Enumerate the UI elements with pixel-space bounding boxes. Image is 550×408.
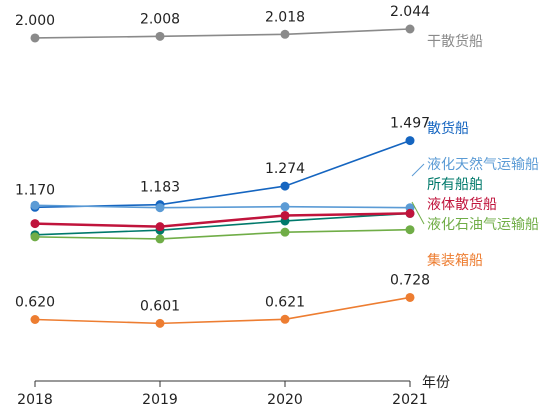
- data-point: [30, 314, 40, 324]
- data-point: [30, 219, 40, 229]
- series-lpg_carrier: [30, 225, 415, 244]
- data-point: [280, 181, 290, 191]
- data-point: [30, 200, 40, 210]
- series-line: [34, 212, 411, 228]
- x-tick-label: 2019: [142, 392, 178, 408]
- data-point: [155, 31, 165, 41]
- x-axis: 年份 2018 2019 2020 2021: [17, 375, 450, 408]
- x-axis-title: 年份: [422, 375, 450, 391]
- data-point: [30, 232, 40, 242]
- data-label: 1.497: [390, 116, 430, 132]
- data-point: [155, 234, 165, 244]
- data-point: [280, 210, 290, 220]
- data-label: 2.000: [15, 13, 55, 29]
- data-point: [405, 225, 415, 235]
- series-name-label: 集装箱船: [427, 252, 483, 269]
- series-name-label: 液体散货船: [427, 196, 497, 213]
- data-label: 0.620: [15, 294, 55, 310]
- series-container_ship: [30, 292, 415, 328]
- series-bulk_carrier: [30, 136, 415, 212]
- data-point: [280, 227, 290, 237]
- data-label: 2.018: [265, 9, 305, 25]
- leader-line: [411, 201, 425, 225]
- label-layer: 2.000 2.008 2.018 2.044 干散货船 1.170 1.183 1.274 1…: [15, 4, 539, 314]
- series-dry_bulk_ship: [30, 24, 415, 43]
- series-liquid_bulk_ship: [30, 208, 415, 232]
- data-label: 2.008: [140, 11, 180, 27]
- series-name-label: 干散货船: [427, 33, 483, 50]
- data-point: [405, 208, 415, 218]
- data-point: [280, 29, 290, 39]
- data-label: 1.183: [140, 180, 180, 196]
- data-label: 0.728: [390, 272, 430, 288]
- series-name-label: 液化天然气运输船: [427, 156, 539, 173]
- data-label: 2.044: [390, 4, 430, 20]
- data-point: [405, 292, 415, 302]
- x-tick-label: 2018: [17, 392, 53, 408]
- leader-line: [411, 163, 425, 177]
- data-label: 1.170: [15, 182, 55, 198]
- series-line: [34, 212, 411, 236]
- series-layer: [30, 24, 415, 328]
- data-point: [405, 136, 415, 146]
- data-point: [155, 203, 165, 213]
- data-point: [30, 33, 40, 43]
- series-line: [34, 139, 411, 209]
- data-point: [280, 314, 290, 324]
- data-label: 0.621: [265, 294, 305, 310]
- series-line: [34, 228, 411, 240]
- series-line: [34, 204, 411, 209]
- x-tick-label: 2021: [392, 392, 428, 408]
- series-line: [34, 28, 411, 39]
- series-name-label: 液化石油气运输船: [427, 217, 539, 233]
- series-line: [34, 296, 411, 325]
- x-tick-label: 2020: [267, 392, 303, 408]
- data-label: 0.601: [140, 298, 180, 314]
- data-point: [405, 24, 415, 34]
- data-label: 1.274: [265, 161, 305, 177]
- series-name-label: 所有船舶: [427, 177, 483, 193]
- series-lng_carrier: [30, 200, 415, 213]
- data-point: [155, 222, 165, 232]
- series-name-label: 散货船: [427, 120, 469, 137]
- data-point: [155, 318, 165, 328]
- data-point: [280, 202, 290, 212]
